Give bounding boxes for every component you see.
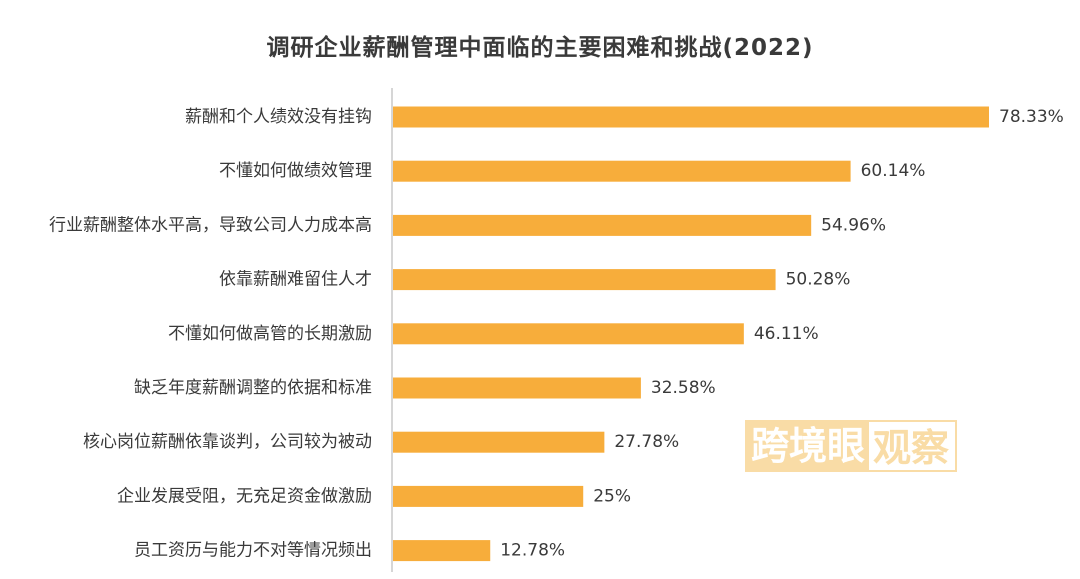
bar: [393, 431, 605, 453]
value-label: 50.28%: [786, 270, 851, 290]
watermark-part-2: 观察: [869, 420, 958, 472]
category-label: 核心岗位薪酬依靠谈判，公司较为被动: [83, 432, 372, 452]
category-label: 不懂如何做绩效管理: [219, 161, 372, 181]
value-label: 54.96%: [821, 215, 886, 235]
value-label: 60.14%: [861, 161, 926, 181]
category-label: 不懂如何做高管的长期激励: [168, 324, 372, 344]
bar: [393, 160, 851, 182]
bar: [393, 377, 641, 399]
value-label: 12.78%: [500, 541, 565, 561]
value-label: 32.58%: [651, 378, 716, 398]
value-label: 78.33%: [999, 107, 1064, 127]
category-label: 薪酬和个人绩效没有挂钩: [185, 107, 372, 127]
value-label: 46.11%: [754, 324, 819, 344]
bar: [393, 269, 776, 291]
value-label: 27.78%: [614, 432, 679, 452]
bar: [393, 106, 989, 128]
category-label: 企业发展受阻，无充足资金做激励: [117, 486, 372, 506]
category-label: 员工资历与能力不对等情况频出: [134, 541, 372, 561]
chart-title: 调研企业薪酬管理中面临的主要困难和挑战(2022): [266, 35, 814, 61]
value-label: 25%: [593, 486, 631, 506]
watermark-part-1: 跨境眼: [745, 420, 870, 472]
bar: [393, 485, 584, 507]
category-label: 依靠薪酬难留住人才: [219, 270, 372, 290]
bar: [393, 323, 744, 345]
watermark-logo: 跨境眼 观察: [745, 420, 958, 472]
bar: [393, 540, 491, 562]
category-label: 行业薪酬整体水平高，导致公司人力成本高: [49, 215, 372, 235]
bar: [393, 214, 812, 236]
category-label: 缺乏年度薪酬调整的依据和标准: [134, 378, 372, 398]
